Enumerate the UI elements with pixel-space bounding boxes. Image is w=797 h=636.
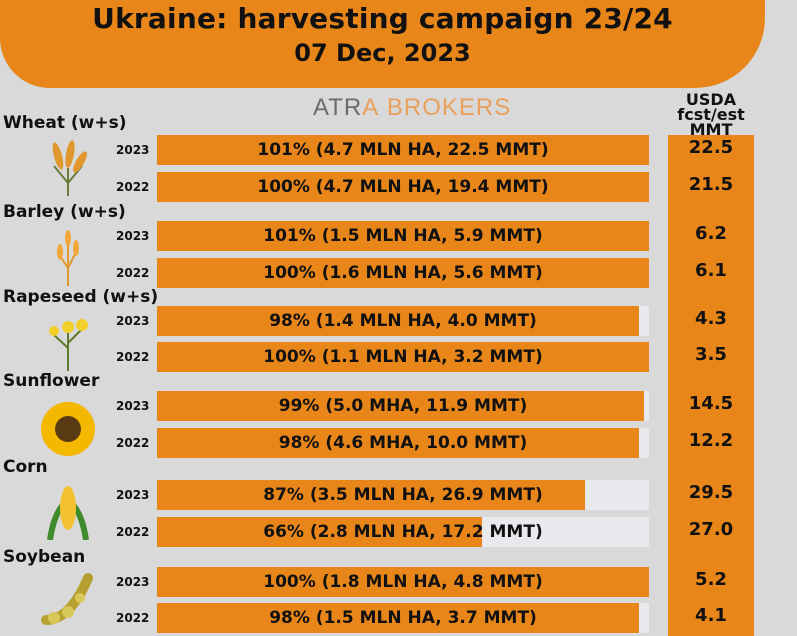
header-banner: Ukraine: harvesting campaign 23/24 07 De… (0, 0, 765, 88)
progress-bar: 100% (1.6 MLN HA, 5.6 MMT) (157, 258, 649, 288)
year-label: 2022 (116, 266, 150, 280)
page-title: Ukraine: harvesting campaign 23/24 (92, 2, 673, 35)
usda-value: 4.1 (695, 605, 727, 626)
usda-value: 29.5 (688, 482, 734, 503)
barley-icon (40, 228, 96, 286)
usda-value: 3.5 (695, 344, 727, 365)
progress-fill (157, 603, 640, 633)
usda-value: 22.5 (688, 137, 734, 158)
progress-fill (157, 342, 649, 372)
corn-icon (40, 482, 96, 540)
year-label: 2023 (116, 575, 150, 589)
bar-label: 100% (1.8 MLN HA, 4.8 MMT) (263, 572, 543, 592)
progress-bar: 98% (1.5 MLN HA, 3.7 MMT) (157, 603, 649, 633)
progress-fill (157, 221, 649, 251)
bar-label: 98% (1.4 MLN HA, 4.0 MMT) (269, 311, 537, 331)
usda-header: USDA fcst/est MMT (677, 90, 745, 139)
bar-label: 87% (3.5 MLN HA, 26.9 MMT) (263, 485, 543, 505)
bar-label: 98% (1.5 MLN HA, 3.7 MMT) (269, 608, 537, 628)
usda-column (668, 135, 754, 636)
crop-label: Sunflower (3, 371, 100, 391)
year-label: 2022 (116, 180, 150, 194)
soybean-icon (40, 570, 96, 628)
progress-fill (157, 306, 640, 336)
year-label: 2023 (116, 488, 150, 502)
atria-brokers-logo: ATRA BROKERS (313, 94, 512, 121)
progress-bar: 87% (3.5 MLN HA, 26.9 MMT) (157, 480, 649, 510)
wheat-icon (40, 138, 96, 196)
progress-bar: 66% (2.8 MLN HA, 17.2 MMT) (157, 517, 649, 547)
usda-value: 4.3 (695, 308, 727, 329)
progress-bar: 98% (1.4 MLN HA, 4.0 MMT) (157, 306, 649, 336)
progress-bar: 100% (1.8 MLN HA, 4.8 MMT) (157, 567, 649, 597)
progress-fill (157, 480, 586, 510)
rapeseed-icon (40, 313, 96, 371)
usda-value: 27.0 (688, 519, 734, 540)
crop-label: Wheat (w+s) (3, 113, 127, 133)
usda-value: 12.2 (688, 430, 734, 451)
bar-label: 100% (4.7 MLN HA, 19.4 MMT) (257, 177, 549, 197)
usda-value: 5.2 (695, 569, 727, 590)
report-date: 07 Dec, 2023 (294, 39, 471, 67)
progress-fill (157, 258, 649, 288)
usda-value: 6.1 (695, 260, 727, 281)
progress-bar: 101% (4.7 MLN HA, 22.5 MMT) (157, 135, 649, 165)
usda-value: 6.2 (695, 223, 727, 244)
bar-label: 100% (1.6 MLN HA, 5.6 MMT) (263, 263, 543, 283)
progress-bar: 100% (4.7 MLN HA, 19.4 MMT) (157, 172, 649, 202)
crop-label: Corn (3, 457, 48, 477)
progress-fill (157, 172, 649, 202)
bar-label: 98% (4.6 MHA, 10.0 MMT) (278, 433, 528, 453)
progress-fill (157, 517, 482, 547)
progress-bar: 101% (1.5 MLN HA, 5.9 MMT) (157, 221, 649, 251)
year-label: 2022 (116, 436, 150, 450)
crop-label: Rapeseed (w+s) (3, 287, 159, 307)
crop-label: Barley (w+s) (3, 202, 126, 222)
bar-label: 66% (2.8 MLN HA, 17.2 MMT) (263, 522, 543, 542)
sunflower-icon (40, 400, 96, 458)
progress-fill (157, 428, 640, 458)
crop-label: Soybean (3, 547, 86, 567)
progress-fill (157, 567, 649, 597)
year-label: 2023 (116, 143, 150, 157)
usda-value: 14.5 (688, 393, 734, 414)
progress-bar: 98% (4.6 MHA, 10.0 MMT) (157, 428, 649, 458)
year-label: 2023 (116, 229, 150, 243)
year-label: 2023 (116, 314, 150, 328)
bar-label: 101% (1.5 MLN HA, 5.9 MMT) (263, 226, 543, 246)
usda-value: 21.5 (688, 174, 734, 195)
bar-label: 100% (1.1 MLN HA, 3.2 MMT) (263, 347, 543, 367)
bar-label: 99% (5.0 MHA, 11.9 MMT) (278, 396, 528, 416)
year-label: 2022 (116, 525, 150, 539)
year-label: 2023 (116, 399, 150, 413)
bar-label: 101% (4.7 MLN HA, 22.5 MMT) (257, 140, 549, 160)
progress-bar: 100% (1.1 MLN HA, 3.2 MMT) (157, 342, 649, 372)
progress-fill (157, 135, 649, 165)
year-label: 2022 (116, 350, 150, 364)
year-label: 2022 (116, 611, 150, 625)
progress-bar: 99% (5.0 MHA, 11.9 MMT) (157, 391, 649, 421)
progress-fill (157, 391, 645, 421)
